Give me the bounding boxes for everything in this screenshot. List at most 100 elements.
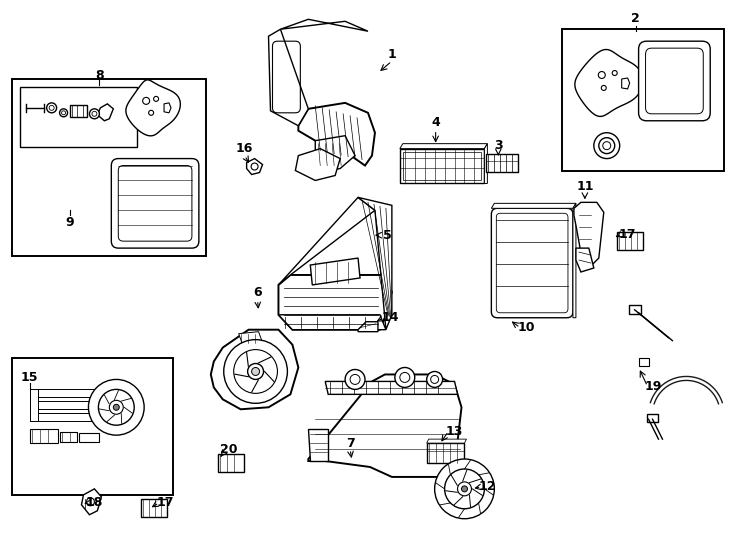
Circle shape — [435, 459, 494, 519]
Polygon shape — [308, 429, 328, 461]
Text: 14: 14 — [381, 311, 399, 324]
Text: 5: 5 — [382, 228, 391, 242]
Circle shape — [603, 141, 611, 150]
Text: 1: 1 — [388, 48, 396, 60]
Text: 2: 2 — [631, 12, 640, 25]
Circle shape — [109, 400, 123, 414]
Polygon shape — [211, 330, 298, 409]
Circle shape — [594, 133, 619, 159]
Polygon shape — [575, 50, 643, 117]
Polygon shape — [491, 204, 576, 208]
Circle shape — [431, 375, 439, 383]
Circle shape — [251, 163, 258, 170]
Circle shape — [142, 97, 150, 104]
Circle shape — [88, 380, 144, 435]
Circle shape — [233, 349, 277, 393]
Bar — [400, 148, 484, 184]
Polygon shape — [400, 144, 487, 149]
Bar — [30, 429, 57, 443]
Polygon shape — [98, 104, 113, 121]
Circle shape — [599, 138, 614, 153]
Text: 19: 19 — [645, 380, 662, 393]
Polygon shape — [426, 439, 467, 443]
Bar — [562, 29, 724, 171]
Circle shape — [113, 404, 120, 410]
Text: 17: 17 — [156, 496, 174, 509]
Circle shape — [59, 109, 68, 117]
Circle shape — [62, 111, 65, 115]
Polygon shape — [358, 322, 378, 332]
Polygon shape — [295, 148, 340, 180]
Bar — [30, 389, 98, 397]
Circle shape — [92, 111, 97, 116]
Circle shape — [462, 486, 468, 492]
Text: 4: 4 — [432, 116, 440, 129]
Bar — [30, 413, 98, 421]
Text: 15: 15 — [21, 371, 38, 384]
Bar — [141, 499, 167, 517]
Polygon shape — [278, 275, 392, 330]
Text: 7: 7 — [346, 437, 355, 450]
Bar — [403, 152, 482, 180]
Circle shape — [252, 368, 260, 375]
Text: 6: 6 — [253, 286, 262, 299]
Circle shape — [49, 105, 54, 110]
Text: 13: 13 — [446, 424, 463, 437]
FancyBboxPatch shape — [639, 41, 711, 121]
Bar — [487, 153, 518, 172]
Polygon shape — [308, 374, 462, 477]
Polygon shape — [484, 144, 487, 184]
Text: 16: 16 — [236, 142, 253, 155]
Polygon shape — [280, 19, 368, 31]
Bar — [617, 232, 642, 250]
Bar — [20, 87, 137, 147]
Text: 17: 17 — [619, 228, 636, 241]
FancyBboxPatch shape — [112, 159, 199, 248]
Circle shape — [400, 373, 410, 382]
Polygon shape — [269, 29, 308, 126]
Circle shape — [224, 340, 288, 403]
Polygon shape — [310, 258, 360, 285]
Circle shape — [457, 482, 471, 496]
Bar — [59, 432, 78, 442]
Bar — [70, 105, 87, 117]
Circle shape — [247, 363, 264, 380]
Polygon shape — [622, 78, 630, 89]
Text: 10: 10 — [517, 321, 535, 334]
Polygon shape — [574, 202, 604, 268]
Polygon shape — [278, 198, 375, 285]
Text: 11: 11 — [576, 180, 594, 193]
Circle shape — [601, 85, 606, 90]
Text: 3: 3 — [494, 139, 503, 152]
Polygon shape — [573, 204, 576, 318]
Polygon shape — [316, 136, 355, 171]
Circle shape — [395, 368, 415, 387]
Circle shape — [350, 374, 360, 384]
Bar — [30, 389, 37, 421]
Polygon shape — [81, 489, 101, 515]
Polygon shape — [325, 381, 457, 394]
Polygon shape — [576, 248, 594, 272]
Bar — [12, 79, 206, 256]
Circle shape — [90, 109, 99, 119]
Circle shape — [98, 389, 134, 425]
Polygon shape — [247, 159, 263, 174]
Text: 8: 8 — [95, 69, 103, 82]
Text: 9: 9 — [65, 216, 74, 229]
Circle shape — [148, 110, 153, 116]
Bar — [628, 305, 641, 314]
Bar — [639, 357, 649, 366]
Circle shape — [612, 71, 617, 76]
Circle shape — [153, 97, 159, 102]
Circle shape — [87, 498, 95, 506]
Circle shape — [47, 103, 57, 113]
Bar — [30, 401, 98, 409]
Circle shape — [598, 71, 606, 78]
Bar — [12, 357, 173, 495]
Bar — [218, 454, 244, 472]
Bar — [426, 443, 465, 463]
Text: 20: 20 — [220, 443, 238, 456]
Polygon shape — [164, 103, 171, 113]
Polygon shape — [278, 315, 386, 330]
Polygon shape — [239, 332, 263, 345]
